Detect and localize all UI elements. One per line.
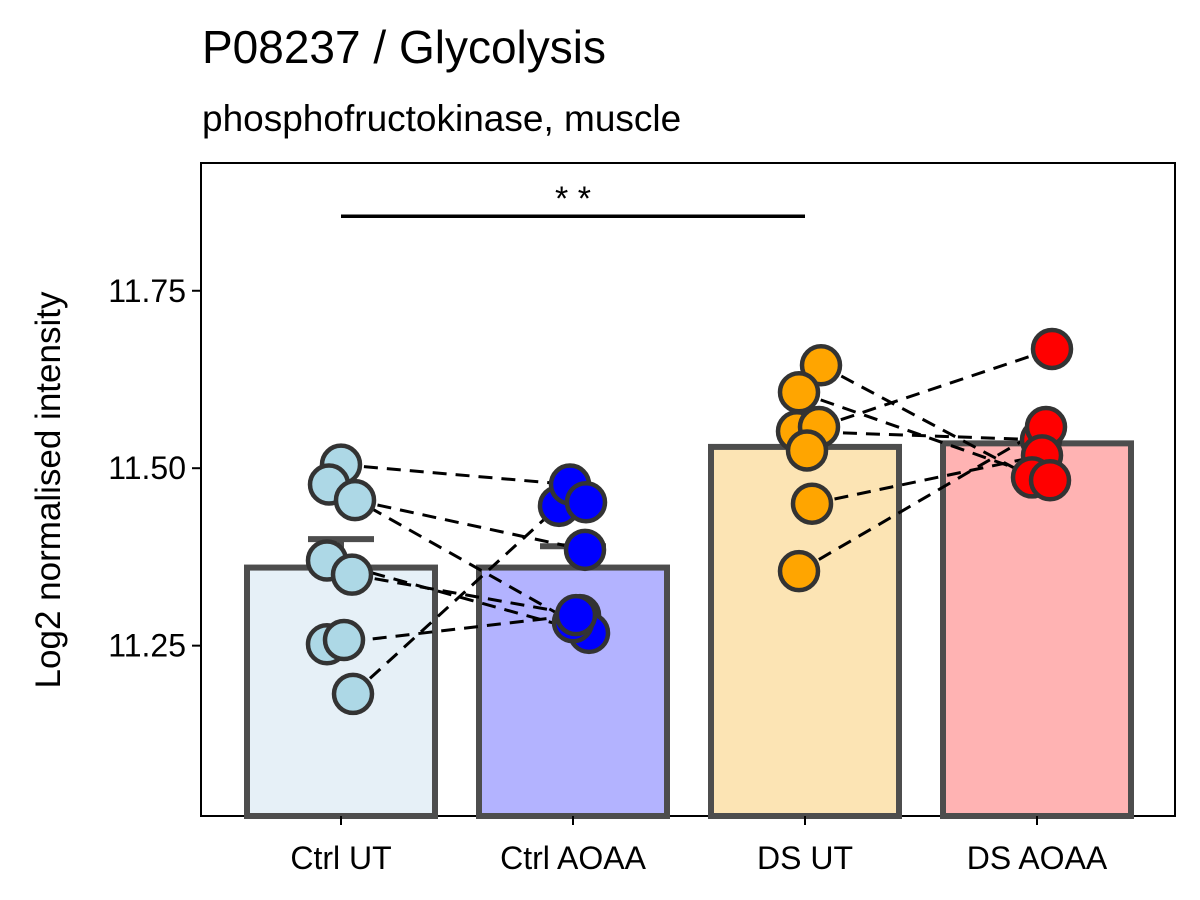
plot-area: * * 11.25 11.50 11.75 Ctrl UT Ctrl AOAA DS UT D… xyxy=(108,162,1176,876)
paired-line xyxy=(796,429,1042,442)
paired-line xyxy=(798,425,1047,573)
data-point xyxy=(790,482,834,525)
y-tick-label: 11.50 xyxy=(108,450,186,486)
data-point xyxy=(785,429,829,472)
x-tick-label: DS UT xyxy=(757,840,853,876)
plot-panel-border xyxy=(200,162,1176,817)
paired-line xyxy=(818,347,1053,429)
data-point xyxy=(799,344,843,387)
paired-line xyxy=(351,504,561,696)
data-point xyxy=(322,618,366,662)
x-tick-label: Ctrl AOAA xyxy=(500,840,646,876)
bar xyxy=(940,440,1134,819)
y-tick-label: 11.25 xyxy=(108,628,186,664)
x-tick-label: DS AOAA xyxy=(967,840,1108,876)
paired-line xyxy=(820,363,1033,479)
y-axis-title: Log2 normalised intensity xyxy=(29,291,68,688)
data-point xyxy=(331,672,375,716)
significance-label: * * xyxy=(555,180,591,218)
x-tick-label: Ctrl UT xyxy=(290,840,391,876)
data-point xyxy=(563,528,607,572)
chart-subtitle: phosphofructokinase, muscle xyxy=(202,98,681,139)
chart-title: P08237 / Glycolysis xyxy=(202,21,606,73)
paired-line xyxy=(354,498,586,552)
paired-line xyxy=(811,453,1043,506)
data-point xyxy=(777,371,821,414)
data-point xyxy=(330,553,374,596)
data-point xyxy=(777,549,821,593)
data-point xyxy=(554,593,598,637)
y-tick-label: 11.75 xyxy=(108,273,186,309)
paired-line xyxy=(326,613,577,646)
data-point xyxy=(333,478,377,522)
data-point xyxy=(564,481,608,524)
paired-line xyxy=(351,573,581,617)
paired-line xyxy=(340,463,571,487)
data-point xyxy=(1028,459,1072,502)
data-point xyxy=(1030,327,1074,371)
